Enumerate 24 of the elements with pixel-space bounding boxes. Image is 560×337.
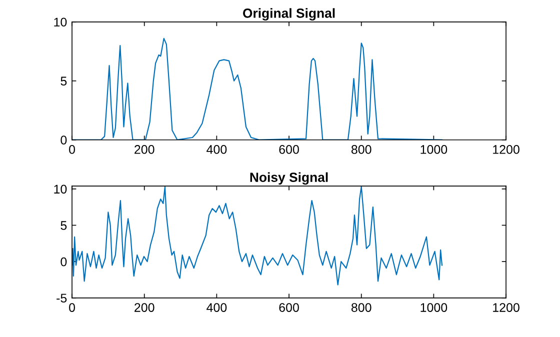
y-tick-label: 10	[54, 18, 67, 27]
y-tick-label: -5	[56, 294, 67, 303]
x-tick-label: 1000	[420, 145, 448, 154]
line-series	[72, 186, 443, 286]
chart-title: Original Signal	[243, 8, 335, 21]
x-tick-label: 800	[351, 303, 372, 312]
y-tick-label: 0	[60, 136, 67, 145]
x-tick-label: 1200	[493, 303, 520, 312]
x-tick-label: 200	[134, 303, 154, 312]
x-tick-label: 600	[279, 303, 299, 312]
x-tick-label: 0	[69, 303, 76, 312]
x-tick-label: 0	[69, 145, 76, 154]
x-tick-label: 400	[206, 145, 227, 154]
x-tick-label: 800	[351, 145, 372, 154]
y-tick-label: 0	[60, 257, 67, 266]
x-tick-label: 1200	[493, 145, 520, 154]
x-tick-label: 200	[134, 145, 154, 154]
x-tick-label: 400	[206, 303, 227, 312]
x-tick-label: 1000	[420, 303, 448, 312]
y-tick-label: 10	[54, 184, 67, 194]
y-tick-label: 5	[60, 76, 67, 86]
x-tick-label: 600	[279, 145, 299, 154]
y-tick-label: 5	[60, 221, 67, 230]
chart-title: Noisy Signal	[250, 172, 328, 185]
